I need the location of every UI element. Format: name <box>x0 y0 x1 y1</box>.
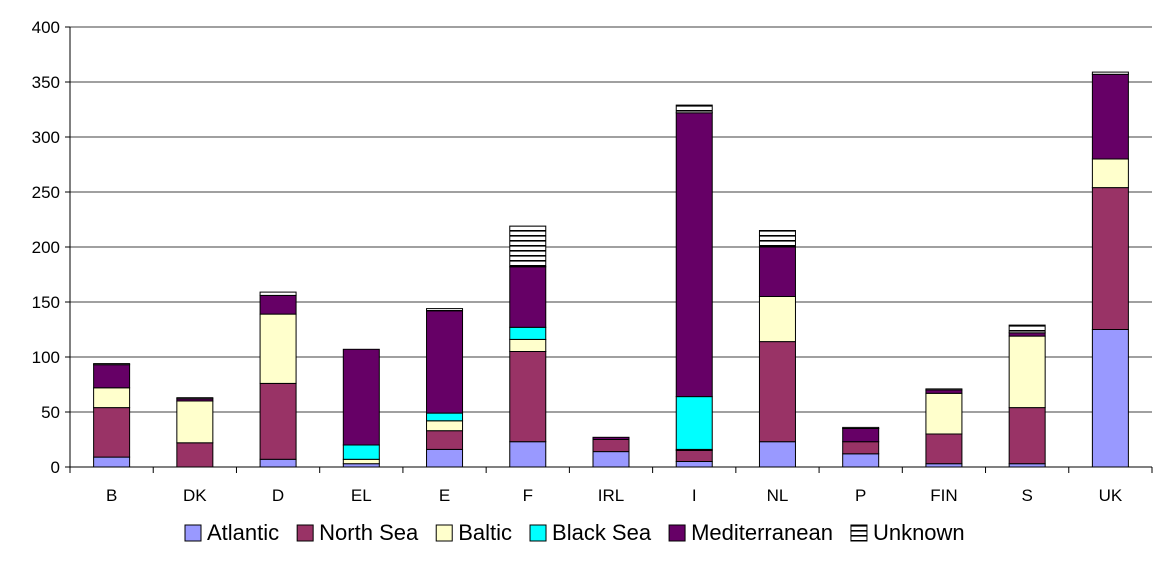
bar-segment-s-baltic <box>1008 335 1046 409</box>
bar-segment-b-atlantic <box>93 456 131 468</box>
y-tick-label: 250 <box>32 183 60 202</box>
bar-segment-el-black-sea <box>342 444 380 460</box>
y-tick-label: 350 <box>32 73 60 92</box>
legend-swatch <box>296 524 314 542</box>
bar-segment-irl-mediterranean <box>592 436 630 440</box>
bar-segment-p-atlantic <box>842 453 880 468</box>
bar-segment-uk-atlantic <box>1091 329 1129 468</box>
bar-segment-nl-atlantic <box>758 441 796 468</box>
bar-segment-fin-unknown <box>925 388 963 391</box>
bar-segment-i-unknown <box>675 104 713 114</box>
bar-segment-d-north-sea <box>259 382 297 460</box>
bar-segment-b-north-sea <box>93 407 131 458</box>
y-tick-label: 200 <box>32 238 60 257</box>
bar-segment-b-unknown <box>93 363 131 366</box>
bar-segment-d-unknown <box>259 291 297 296</box>
x-tick-label: NL <box>767 486 789 505</box>
x-tick-label: B <box>106 486 117 505</box>
bar-segment-p-north-sea <box>842 441 880 455</box>
bar-segment-irl-north-sea <box>592 439 630 453</box>
bar-segment-nl-baltic <box>758 296 796 343</box>
bar-segment-s-north-sea <box>1008 407 1046 465</box>
bar-segment-b-baltic <box>93 387 131 409</box>
bar-segment-dk-baltic <box>176 400 214 444</box>
bar-segment-p-unknown <box>842 426 880 429</box>
bar-segment-i-black-sea <box>675 396 713 450</box>
bar-segment-dk-unknown <box>176 397 214 400</box>
y-tick-label: 100 <box>32 348 60 367</box>
bar-segment-uk-north-sea <box>1091 187 1129 330</box>
y-tick-label: 300 <box>32 128 60 147</box>
bar-segment-e-baltic <box>426 420 464 432</box>
bar-segment-el-baltic <box>342 458 380 465</box>
bar-segment-e-black-sea <box>426 412 464 422</box>
x-tick-label: EL <box>351 486 372 505</box>
bar-segment-e-mediterranean <box>426 310 464 414</box>
bar-segment-f-mediterranean <box>509 266 547 328</box>
bar-segment-d-atlantic <box>259 458 297 468</box>
bar-segment-dk-north-sea <box>176 442 214 468</box>
y-tick-label: 50 <box>41 403 60 422</box>
legend: Atlantic North Sea Baltic Black Sea Mediterr… <box>184 520 965 545</box>
x-tick-label: IRL <box>598 486 624 505</box>
legend-swatch <box>184 524 202 542</box>
plot-area: 0 50 100 150 200 250 300 350 400 B DK D EL E F IRL I NL P F… <box>32 18 1153 505</box>
x-tick-label: D <box>272 486 284 505</box>
x-tick-label: DK <box>183 486 207 505</box>
x-tick-label: I <box>692 486 697 505</box>
bar-segment-uk-mediterranean <box>1091 73 1129 160</box>
bar-segment-f-black-sea <box>509 326 547 340</box>
bar-segment-i-north-sea <box>675 450 713 462</box>
bar-segment-nl-unknown <box>758 230 796 248</box>
legend-label: North Sea <box>319 520 419 545</box>
bar-segment-b-mediterranean <box>93 364 131 389</box>
bar-segment-irl-atlantic <box>592 451 630 468</box>
y-tick-label: 400 <box>32 18 60 37</box>
bar-segment-e-unknown <box>426 308 464 312</box>
legend-swatch <box>668 524 686 542</box>
bar-segment-e-north-sea <box>426 430 464 450</box>
bar-segment-el-mediterranean <box>342 348 380 446</box>
bar-segment-f-baltic <box>509 338 547 352</box>
legend-label: Unknown <box>873 520 965 545</box>
x-tick-label: S <box>1021 486 1032 505</box>
legend-swatch <box>850 524 868 542</box>
bar-segment-i-mediterranean <box>675 112 713 398</box>
bar-segment-p-mediterranean <box>842 428 880 443</box>
legend-label: Atlantic <box>207 520 279 545</box>
x-tick-label: UK <box>1099 486 1123 505</box>
bar-segment-nl-mediterranean <box>758 246 796 297</box>
bar-segment-s-unknown <box>1008 324 1046 334</box>
bar-segment-uk-unknown <box>1091 71 1129 75</box>
legend-swatch <box>435 524 453 542</box>
y-tick-label: 150 <box>32 293 60 312</box>
x-tick-label: P <box>855 486 866 505</box>
bar-segment-uk-baltic <box>1091 158 1129 189</box>
bar-segment-f-north-sea <box>509 351 547 443</box>
bar-segment-fin-baltic <box>925 392 963 435</box>
legend-label: Mediterranean <box>691 520 833 545</box>
bar-segment-d-mediterranean <box>259 294 297 315</box>
legend-swatch <box>529 524 547 542</box>
legend-label: Black Sea <box>552 520 652 545</box>
bar-segment-e-atlantic <box>426 448 464 468</box>
bar-segment-fin-north-sea <box>925 433 963 465</box>
x-tick-label: E <box>439 486 450 505</box>
x-tick-label: F <box>523 486 533 505</box>
bar-segment-f-atlantic <box>509 441 547 468</box>
bar-segment-f-unknown <box>509 225 547 268</box>
legend-label: Baltic <box>458 520 512 545</box>
bar-segment-d-baltic <box>259 313 297 384</box>
y-tick-label: 0 <box>51 458 60 477</box>
bar-segment-nl-north-sea <box>758 341 796 443</box>
bar-segment-i-atlantic <box>675 461 713 468</box>
x-tick-label: FIN <box>930 486 957 505</box>
